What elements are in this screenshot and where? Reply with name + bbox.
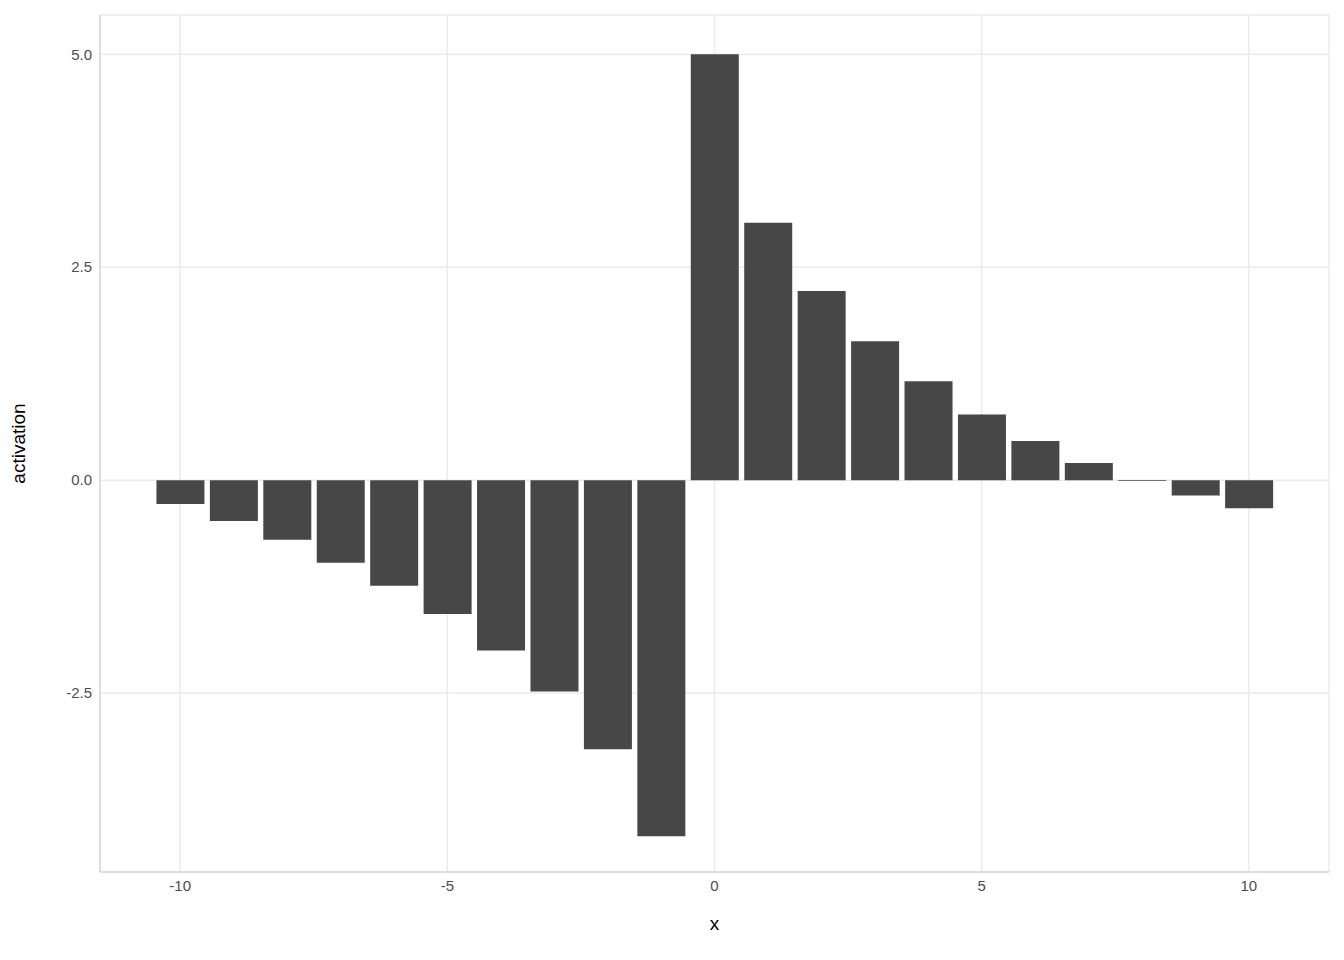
svg-text:2.5: 2.5 [71, 258, 92, 275]
svg-text:-10: -10 [169, 877, 191, 894]
svg-text:0.0: 0.0 [71, 471, 92, 488]
svg-text:-2.5: -2.5 [66, 684, 92, 701]
svg-text:5.0: 5.0 [71, 46, 92, 63]
svg-text:-5: -5 [441, 877, 454, 894]
svg-text:5: 5 [978, 877, 986, 894]
svg-text:x: x [710, 913, 720, 934]
svg-text:0: 0 [710, 877, 718, 894]
svg-text:10: 10 [1241, 877, 1258, 894]
svg-text:activation: activation [8, 403, 29, 483]
